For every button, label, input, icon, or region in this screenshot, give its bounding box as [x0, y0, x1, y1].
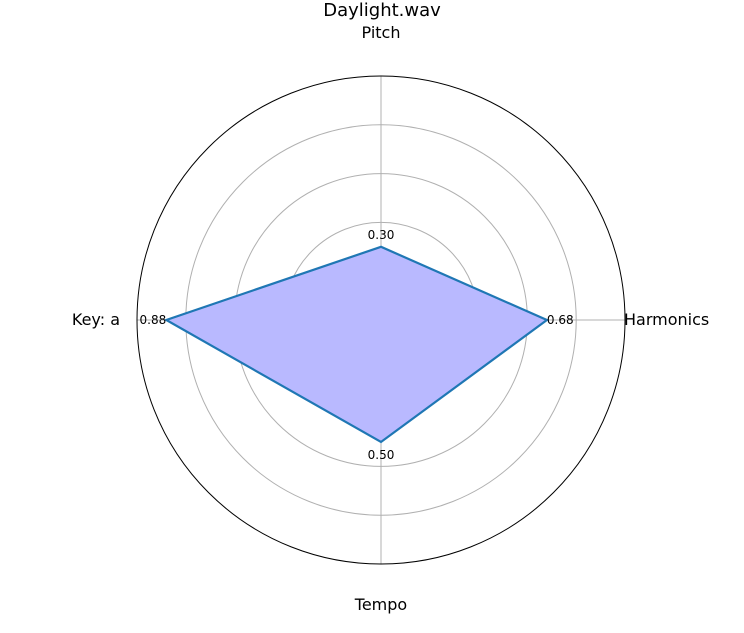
axis-labels: Pitch Harmonics Tempo Key: a [72, 23, 709, 614]
value-label: 0.68 [547, 313, 574, 327]
value-label: 0.50 [368, 448, 395, 462]
chart-title: Daylight.wav [323, 0, 441, 21]
axis-label: Pitch [362, 23, 401, 42]
value-label: 0.30 [368, 228, 395, 242]
axis-label: Harmonics [624, 310, 709, 329]
outer-frame [136, 75, 626, 565]
value-label: 0.88 [140, 313, 167, 327]
axis-label: Key: a [72, 310, 120, 329]
series-area [163, 245, 550, 444]
axis-label: Tempo [354, 595, 407, 614]
data-series: 0.30 0.68 0.50 0.88 [140, 228, 574, 462]
